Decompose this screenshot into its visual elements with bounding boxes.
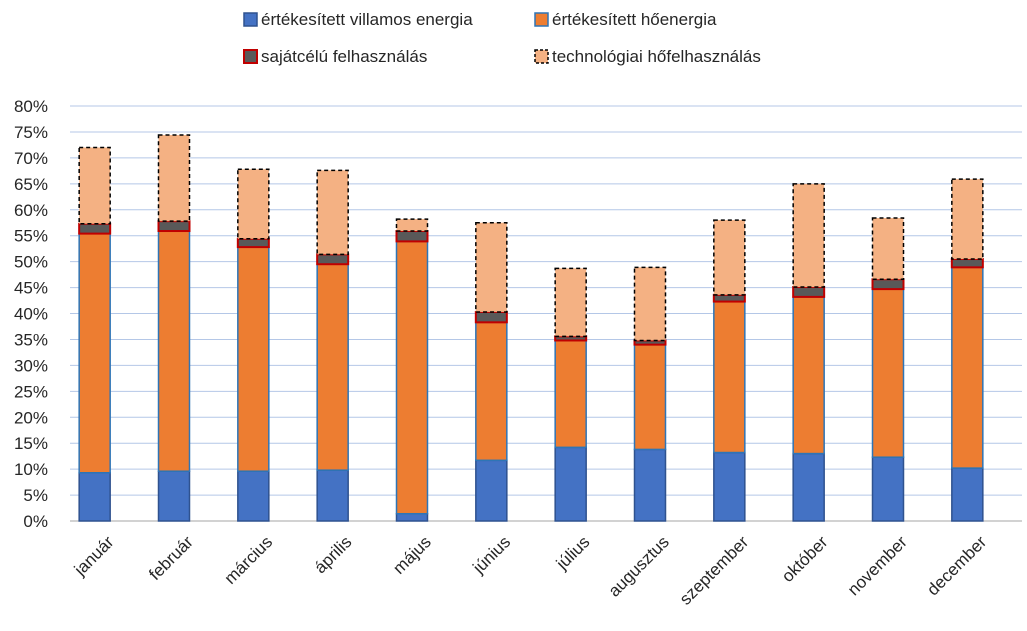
legend-label: sajátcélú felhasználás	[261, 47, 427, 66]
bar-segment	[237, 168, 270, 240]
bar-segment	[951, 266, 984, 469]
y-tick-label: 55%	[14, 227, 48, 246]
bar-segment	[792, 452, 825, 522]
legend-swatch	[243, 49, 258, 64]
y-tick-label: 45%	[14, 279, 48, 298]
x-tick-label: június	[469, 532, 515, 578]
y-tick-label: 5%	[23, 486, 48, 505]
bar-segment	[713, 300, 746, 454]
bar-segment	[554, 339, 587, 449]
y-tick-label: 60%	[14, 201, 48, 220]
bar-segment	[713, 451, 746, 522]
bar-segment	[236, 237, 270, 249]
legend-swatch	[243, 12, 258, 27]
bar-segment	[395, 240, 429, 515]
y-tick-label: 65%	[14, 175, 48, 194]
bar-segment	[633, 266, 667, 342]
bar-segment	[792, 286, 826, 298]
x-tick-label: február	[145, 532, 197, 584]
bar-segment	[78, 472, 111, 522]
gridlines	[70, 105, 1022, 522]
bar-segment	[871, 288, 905, 458]
bar-segment	[316, 263, 349, 471]
legend: értékesített villamos energia értékesítet…	[243, 10, 761, 66]
y-tick-label: 30%	[14, 356, 48, 375]
bar-segment	[475, 459, 508, 522]
y-tick-label: 50%	[14, 253, 48, 272]
bar-segment	[554, 267, 587, 338]
bar-segment	[951, 467, 984, 522]
bar-segment	[157, 470, 191, 522]
legend-label: értékesített hőenergia	[552, 10, 717, 29]
bar-segment	[712, 293, 746, 303]
bar-segment	[871, 278, 905, 291]
bar-segment	[237, 246, 270, 472]
bar-segment	[474, 310, 508, 324]
x-tick-label: december	[923, 532, 990, 599]
y-tick-label: 35%	[14, 330, 48, 349]
bar-segment	[395, 512, 429, 522]
y-tick-label: 20%	[14, 408, 48, 427]
y-tick-label: 80%	[14, 97, 48, 116]
x-tick-label: október	[778, 532, 832, 586]
bar-segment	[633, 343, 667, 451]
bar-segment	[395, 230, 429, 243]
legend-swatch	[534, 49, 549, 64]
bar-segment	[78, 232, 111, 474]
y-axis-ticks: 0% 5% 10% 15% 20% 25% 30% 35% 40% 45% 50% 55% 60% 65%…	[14, 97, 48, 531]
bar-segment	[316, 253, 350, 266]
x-tick-label: május	[389, 532, 435, 578]
bar-segment	[157, 220, 191, 233]
bar-segment	[157, 134, 191, 222]
y-tick-label: 75%	[14, 123, 48, 142]
bar-segment	[792, 183, 825, 288]
y-tick-label: 15%	[14, 434, 48, 453]
y-tick-label: 70%	[14, 149, 48, 168]
x-tick-label: augusztus	[605, 532, 673, 600]
bar-segment	[871, 217, 905, 281]
x-tick-label: július	[552, 532, 594, 574]
y-tick-label: 10%	[14, 460, 48, 479]
x-tick-label: szeptember	[676, 532, 752, 608]
x-axis-ticks: január február március április május június jú…	[70, 532, 990, 608]
bars	[78, 134, 984, 522]
bar-segment	[395, 218, 429, 232]
y-tick-label: 25%	[14, 382, 48, 401]
bar-segment	[157, 230, 191, 472]
bar-segment	[316, 469, 349, 522]
bar-segment	[792, 296, 825, 455]
bar-segment	[633, 448, 667, 522]
bar-segment	[78, 146, 111, 225]
bar-segment	[554, 446, 587, 522]
legend-label: értékesített villamos energia	[261, 10, 473, 29]
bar-segment	[713, 219, 746, 296]
bar-segment	[237, 470, 270, 522]
bar-segment	[951, 178, 984, 260]
bar-segment	[871, 456, 905, 522]
x-tick-label: április	[311, 532, 356, 577]
bar-segment	[475, 221, 508, 313]
x-tick-label: március	[221, 532, 277, 588]
bar-segment	[950, 258, 984, 269]
bar-segment	[316, 169, 349, 256]
y-tick-label: 0%	[23, 512, 48, 531]
legend-swatch	[534, 12, 549, 27]
x-tick-label: november	[844, 532, 911, 599]
bar-segment	[78, 222, 112, 235]
legend-label: technológiai hőfelhasználás	[552, 47, 761, 66]
x-tick-label: január	[70, 532, 118, 580]
bar-segment	[475, 321, 508, 462]
y-tick-label: 40%	[14, 305, 48, 324]
